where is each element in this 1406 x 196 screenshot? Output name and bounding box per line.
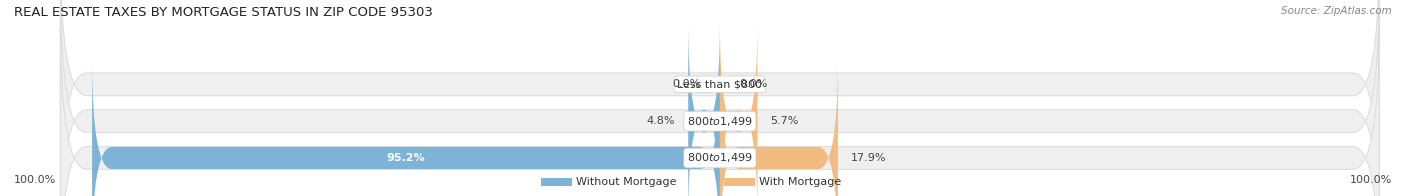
Text: REAL ESTATE TAXES BY MORTGAGE STATUS IN ZIP CODE 95303: REAL ESTATE TAXES BY MORTGAGE STATUS IN … [14, 6, 433, 19]
Text: $800 to $1,499: $800 to $1,499 [688, 152, 752, 164]
FancyBboxPatch shape [720, 59, 838, 196]
Text: Without Mortgage: Without Mortgage [576, 177, 676, 187]
FancyBboxPatch shape [724, 178, 755, 186]
Text: 4.8%: 4.8% [647, 116, 675, 126]
FancyBboxPatch shape [688, 22, 720, 196]
FancyBboxPatch shape [93, 59, 720, 196]
Text: Source: ZipAtlas.com: Source: ZipAtlas.com [1281, 6, 1392, 16]
Text: 0.0%: 0.0% [740, 79, 768, 89]
Text: 100.0%: 100.0% [1350, 175, 1392, 185]
FancyBboxPatch shape [720, 22, 758, 196]
FancyBboxPatch shape [60, 22, 1379, 196]
Text: 5.7%: 5.7% [770, 116, 799, 126]
Text: $800 to $1,499: $800 to $1,499 [688, 115, 752, 128]
Text: 0.0%: 0.0% [672, 79, 700, 89]
FancyBboxPatch shape [60, 0, 1379, 196]
Text: With Mortgage: With Mortgage [759, 177, 841, 187]
Text: Less than $800: Less than $800 [678, 79, 762, 89]
FancyBboxPatch shape [541, 178, 572, 186]
Text: 100.0%: 100.0% [14, 175, 56, 185]
Text: 17.9%: 17.9% [851, 153, 887, 163]
FancyBboxPatch shape [60, 0, 1379, 196]
Text: 95.2%: 95.2% [387, 153, 425, 163]
